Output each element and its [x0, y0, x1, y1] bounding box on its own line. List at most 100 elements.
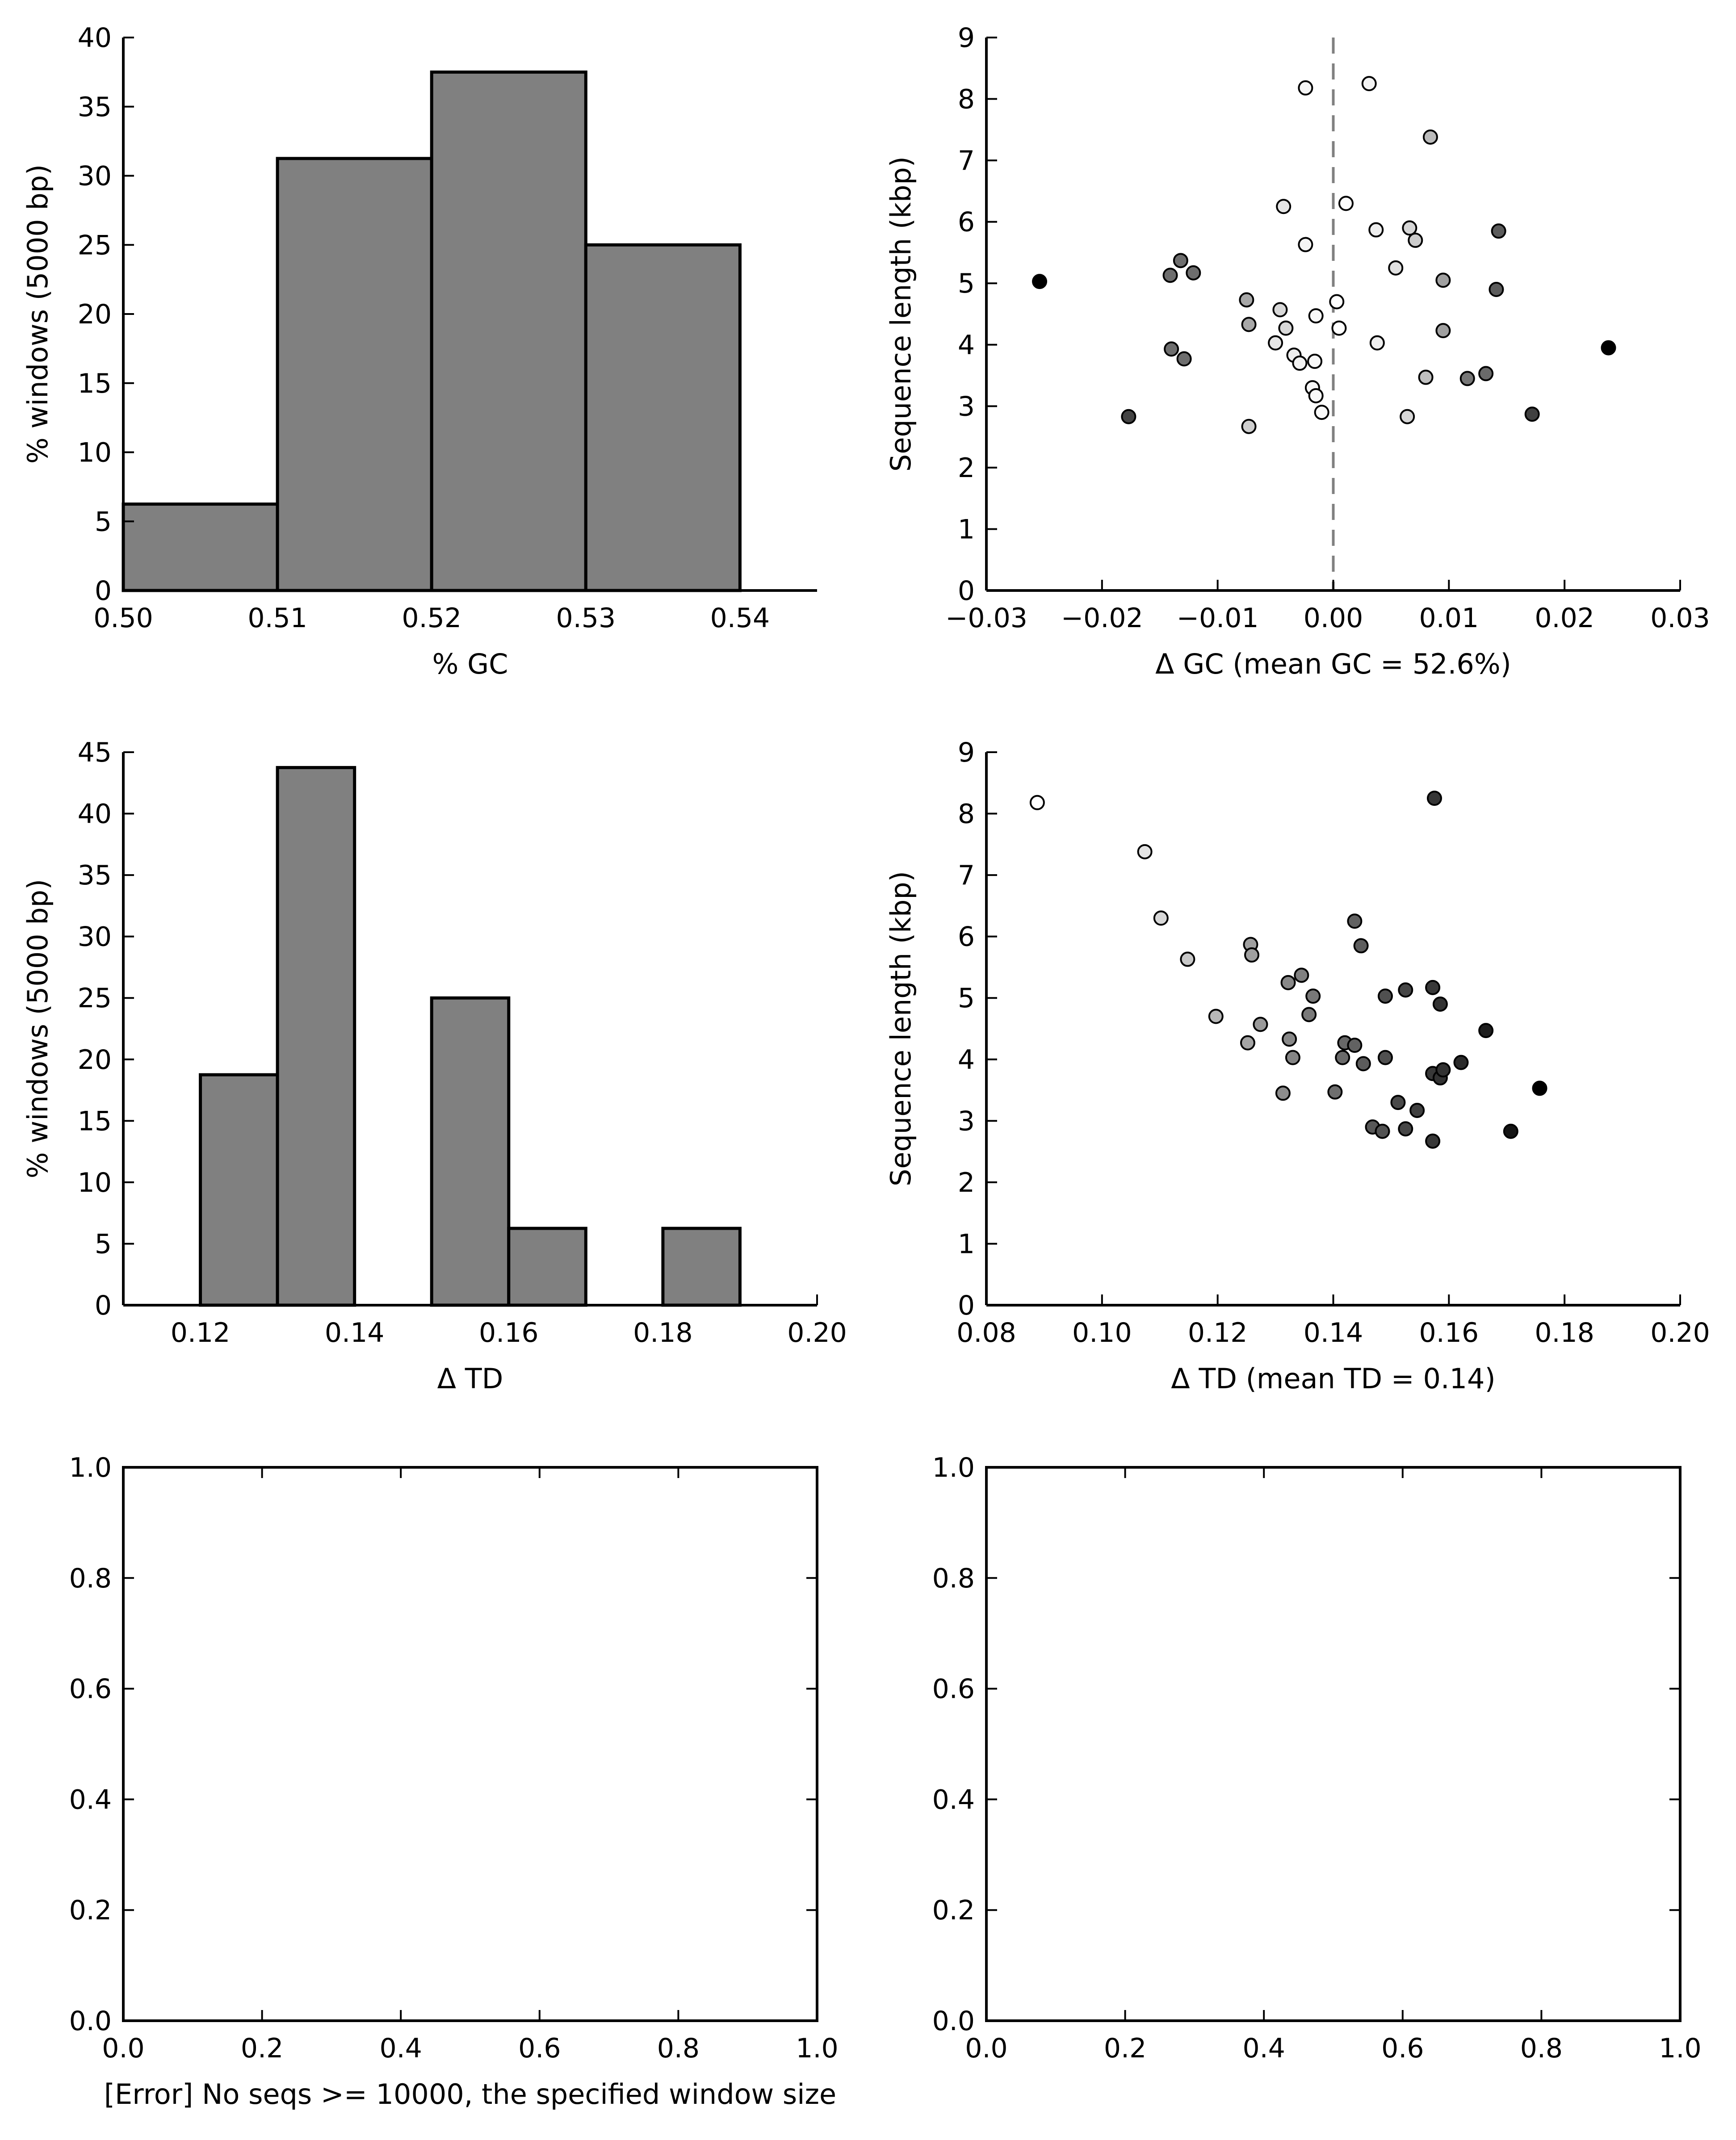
y-tick-label: 9: [958, 22, 975, 54]
data-point: [1278, 320, 1294, 336]
histogram-bar: [122, 503, 279, 592]
data-point: [1137, 844, 1153, 859]
x-tick-label: 0.16: [1419, 1317, 1479, 1348]
data-point: [1301, 1007, 1317, 1022]
y-tick-label: 5: [958, 983, 975, 1014]
data-point: [1347, 1038, 1363, 1053]
y-tick-label: 5: [95, 1228, 112, 1260]
y-tick-label: 8: [958, 799, 975, 830]
data-point: [1375, 1123, 1390, 1139]
y-tick-label: 0.6: [69, 1674, 112, 1705]
data-point: [1329, 294, 1345, 310]
y-tick-label: 1: [958, 514, 975, 545]
x-tick-label: 0.51: [247, 603, 307, 634]
y-tick-label: 0.4: [932, 1784, 975, 1815]
y-axis-label: % windows (5000 bp): [21, 164, 54, 464]
x-tick-label: 0.01: [1419, 603, 1479, 634]
data-point: [1162, 268, 1178, 283]
data-point: [1503, 1123, 1518, 1139]
x-tick-label: 0.2: [1104, 2033, 1146, 2064]
data-point: [1338, 196, 1354, 211]
data-point: [1601, 340, 1616, 356]
y-tick-label: 0.8: [69, 1563, 112, 1594]
x-tick-label: 0.50: [93, 603, 153, 634]
histogram-bar: [661, 1227, 742, 1307]
y-tick-label: 3: [958, 391, 975, 422]
y-tick-label: 9: [958, 737, 975, 768]
data-point: [1361, 76, 1377, 92]
data-point: [1275, 1085, 1291, 1101]
x-tick-label: 0.0: [965, 2033, 1007, 2064]
data-point: [1377, 1050, 1393, 1065]
data-point: [1435, 272, 1451, 288]
y-tick-label: 15: [78, 1106, 112, 1137]
y-tick-label: 4: [958, 330, 975, 361]
histogram-bar: [430, 70, 587, 592]
y-tick-label: 30: [78, 921, 112, 953]
data-point: [1121, 409, 1136, 424]
x-tick-label: 0.02: [1535, 603, 1594, 634]
subplot-empty-left: 0.0 0.2 0.4 0.6 0.8 1.0 0.0 0.2 0.4 0.6 0.8 1.0 [Err…: [69, 1452, 839, 2111]
y-tick-label: 35: [78, 860, 112, 891]
y-tick-label: 1: [958, 1228, 975, 1260]
data-point: [1432, 996, 1448, 1012]
y-tick-label: 45: [78, 737, 112, 768]
histogram-bar: [199, 1073, 279, 1307]
data-point: [1369, 335, 1385, 351]
data-point: [1453, 1055, 1469, 1070]
data-point: [1298, 237, 1313, 252]
data-point: [1478, 366, 1494, 381]
y-tick-label: 0.4: [69, 1784, 112, 1815]
y-tick-label: 40: [78, 799, 112, 830]
data-point: [1435, 323, 1451, 339]
data-point: [1408, 232, 1423, 248]
subplot-td-hist: 0.12 0.14 0.16 0.18 0.20 0 5 10 15 20 25 30 35 40 45 Δ …: [21, 737, 847, 1395]
x-axis-label: [Error] No seqs >= 10000, the specified …: [104, 2078, 836, 2111]
data-point: [1425, 980, 1441, 995]
y-tick-label: 7: [958, 145, 975, 176]
y-tick-label: 8: [958, 84, 975, 115]
x-tick-label: 0.18: [1535, 1317, 1594, 1348]
data-point: [1398, 1121, 1413, 1137]
y-tick-label: 3: [958, 1106, 975, 1137]
data-point: [1353, 938, 1369, 954]
plot-frame: [985, 1466, 1681, 2022]
x-tick-label: 0.12: [171, 1317, 231, 1348]
data-point: [1186, 265, 1201, 281]
data-point: [1272, 302, 1288, 318]
x-tick-label: 0.6: [1381, 2033, 1424, 2064]
y-tick-label: 0: [958, 1290, 975, 1321]
y-tick-label: 2: [958, 1167, 975, 1198]
data-point: [1426, 791, 1442, 806]
x-tick-label: 0.14: [325, 1317, 385, 1348]
y-tick-label: 5: [95, 506, 112, 537]
data-point: [1532, 1080, 1547, 1096]
data-point: [1180, 951, 1195, 967]
y-tick-label: 40: [78, 22, 112, 54]
y-tick-label: 25: [78, 230, 112, 261]
x-axis-label: Δ GC (mean GC = 52.6%): [1155, 648, 1511, 680]
x-tick-label: 0.08: [956, 1317, 1016, 1348]
y-tick-label: 7: [958, 860, 975, 891]
data-point: [1368, 222, 1384, 238]
x-tick-label: 1.0: [796, 2033, 838, 2064]
x-tick-label: 0.4: [379, 2033, 422, 2064]
data-point: [1153, 910, 1169, 926]
data-point: [1244, 947, 1260, 963]
y-tick-label: 1.0: [69, 1452, 112, 1483]
y-tick-label: 25: [78, 983, 112, 1014]
x-tick-label: 0.54: [710, 603, 770, 634]
y-tick-label: 2: [958, 452, 975, 484]
y-axis-label: Sequence length (kbp): [885, 871, 917, 1186]
x-tick-label: 0.4: [1242, 2033, 1285, 2064]
data-point: [1524, 406, 1540, 422]
y-tick-label: 15: [78, 368, 112, 399]
y-tick-label: 10: [78, 1167, 112, 1198]
data-point: [1307, 353, 1323, 369]
x-tick-label: 0.52: [402, 603, 461, 634]
x-tick-label: 0.12: [1188, 1317, 1248, 1348]
x-tick-label: 0.16: [479, 1317, 539, 1348]
data-point: [1402, 220, 1417, 236]
